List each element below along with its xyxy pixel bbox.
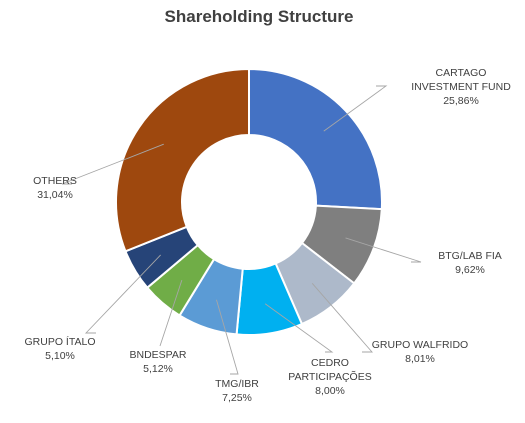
data-label: CARTAGO INVESTMENT FUND 25,86% xyxy=(411,67,511,107)
leader-line xyxy=(323,85,388,132)
leader-line xyxy=(216,299,239,375)
data-label: TMG/IBR 7,25% xyxy=(215,378,259,404)
slice-labels: CARTAGO INVESTMENT FUND 25,86% BTG/LAB FIA 9… xyxy=(25,67,512,404)
donut-slices xyxy=(115,67,383,336)
leader-line xyxy=(345,237,422,263)
leader-line xyxy=(264,303,334,353)
data-label: GRUPO ÍTALO 5,10% xyxy=(25,335,96,362)
leader-line xyxy=(311,283,373,353)
chart-title: Shareholding Structure xyxy=(165,7,354,26)
data-label: CEDRO PARTICIPAÇÕES 8,00% xyxy=(288,357,371,397)
data-label: BTG/LAB FIA 9,62% xyxy=(438,250,502,276)
slice-others xyxy=(115,67,250,253)
data-label: GRUPO WALFRIDO 8,01% xyxy=(372,339,468,365)
data-label: OTHERS 31,04% xyxy=(33,175,77,201)
slice-cartago-investment-fund xyxy=(248,67,383,211)
leader-line xyxy=(84,254,161,334)
data-label: BNDESPAR 5,12% xyxy=(130,349,187,375)
leader-line xyxy=(159,279,183,347)
leader-line xyxy=(61,143,164,185)
leader-lines xyxy=(61,85,422,375)
